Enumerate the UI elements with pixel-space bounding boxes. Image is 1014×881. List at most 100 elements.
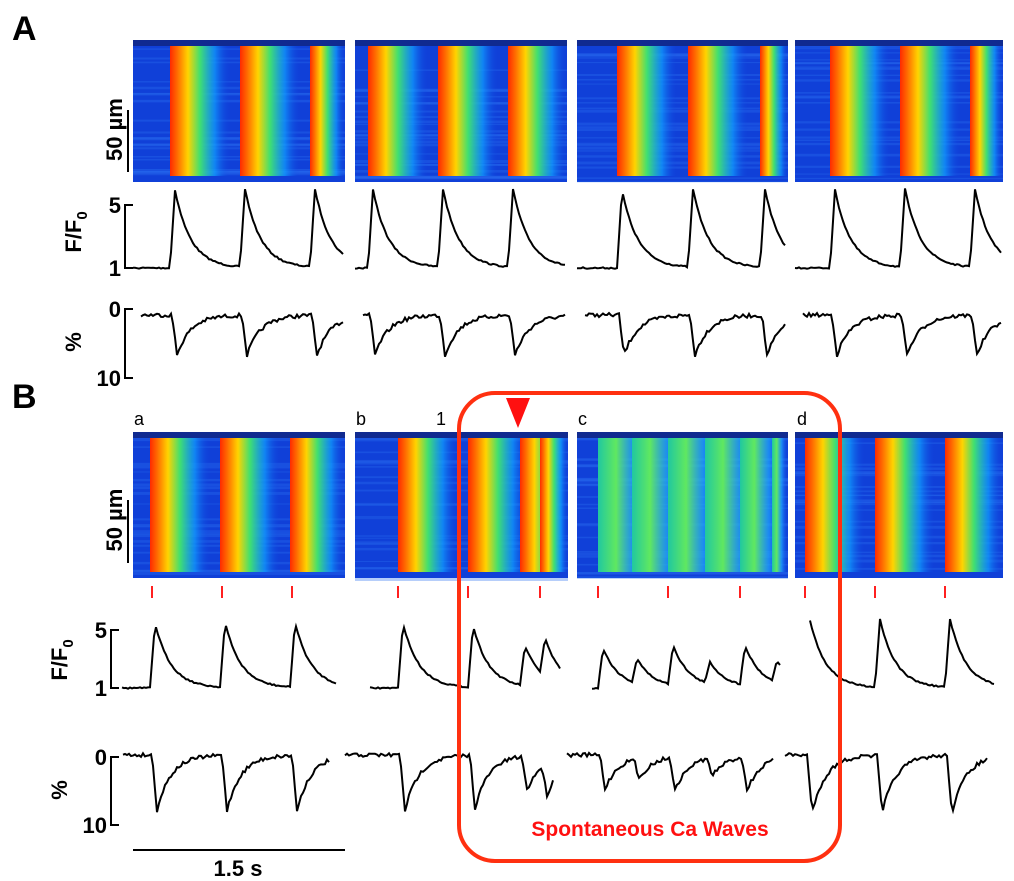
noise xyxy=(355,476,568,479)
axis-tick-label: 0 xyxy=(109,297,121,322)
axis-label: % xyxy=(61,332,86,352)
trace xyxy=(794,188,1002,270)
noise xyxy=(133,99,345,102)
linescan-image xyxy=(133,40,345,182)
noise xyxy=(577,102,788,104)
noise xyxy=(795,47,1003,50)
noise xyxy=(133,48,345,50)
segment-label: a xyxy=(134,409,145,429)
ca-wave xyxy=(688,46,748,176)
trace xyxy=(809,618,995,689)
noise xyxy=(795,68,1003,70)
axis-label: % xyxy=(47,780,72,800)
noise xyxy=(577,126,788,129)
noise xyxy=(133,139,345,141)
axis-label: F/F0 xyxy=(47,639,77,680)
noise xyxy=(355,459,568,462)
ca-wave xyxy=(240,46,300,176)
noise xyxy=(355,541,568,544)
noise xyxy=(577,52,788,56)
noise xyxy=(133,81,345,83)
axis-tick-label: 0 xyxy=(95,745,107,770)
axis-label-sub: 0 xyxy=(60,639,77,647)
noise xyxy=(355,567,568,569)
noise xyxy=(133,137,345,140)
ca-wave xyxy=(508,46,567,176)
noise xyxy=(133,137,345,140)
noise xyxy=(577,150,788,152)
noise xyxy=(577,54,788,57)
axis-bracket xyxy=(124,308,133,379)
noise xyxy=(355,535,568,537)
ca-wave xyxy=(805,438,865,572)
noise xyxy=(133,171,345,174)
image-edge xyxy=(133,432,345,438)
noise xyxy=(795,52,1003,54)
noise xyxy=(355,502,568,506)
ca-wave xyxy=(540,438,568,572)
ca-wave xyxy=(170,46,230,176)
noise xyxy=(133,61,345,64)
noise xyxy=(355,466,568,468)
noise xyxy=(355,543,568,546)
image-edge xyxy=(795,40,1003,46)
axis-bracket xyxy=(110,629,119,689)
noise xyxy=(577,177,788,179)
noise xyxy=(795,101,1003,104)
noise xyxy=(133,155,345,158)
noise xyxy=(577,57,788,59)
noise xyxy=(577,142,788,145)
noise xyxy=(133,143,345,147)
noise xyxy=(355,438,568,442)
arrowhead xyxy=(506,398,530,428)
noise xyxy=(355,504,568,506)
noise xyxy=(133,93,345,96)
noise xyxy=(133,131,345,134)
noise xyxy=(577,61,788,64)
ca-wave xyxy=(617,46,677,176)
axis-label-text: F/F xyxy=(61,220,86,253)
noise xyxy=(795,128,1003,131)
noise xyxy=(355,176,567,180)
ca-wave xyxy=(310,46,345,176)
noise xyxy=(795,153,1003,157)
axis-tick-label: 5 xyxy=(95,618,107,643)
noise xyxy=(355,460,568,463)
noise xyxy=(133,147,345,150)
trace xyxy=(566,751,774,794)
noise xyxy=(795,139,1003,142)
noise xyxy=(577,97,788,100)
image-edge xyxy=(577,40,788,46)
image-edge xyxy=(355,40,567,46)
noise xyxy=(133,158,345,161)
segment-label: c xyxy=(578,409,587,429)
noise xyxy=(355,175,567,179)
noise xyxy=(795,79,1003,82)
image-edge xyxy=(577,432,788,438)
ca-wave xyxy=(368,46,428,176)
noise xyxy=(795,62,1003,65)
axis-label-text: F/F xyxy=(47,648,72,681)
trace xyxy=(369,623,561,690)
noise xyxy=(795,97,1003,99)
noise xyxy=(355,518,568,520)
ca-wave xyxy=(760,46,788,176)
axis-label-sub: 0 xyxy=(74,211,91,219)
noise xyxy=(355,567,568,570)
noise xyxy=(355,481,568,485)
axis-tick-label: 1 xyxy=(109,256,121,281)
ca-wave xyxy=(398,438,458,572)
ca-wave xyxy=(220,438,280,572)
noise xyxy=(577,109,788,113)
trace xyxy=(802,311,1002,358)
noise xyxy=(795,61,1003,64)
trace xyxy=(122,751,330,813)
axis-tick-label: 5 xyxy=(109,193,121,218)
noise xyxy=(355,175,567,179)
ca-wave xyxy=(772,438,788,572)
noise xyxy=(133,572,345,575)
noise xyxy=(133,86,345,90)
noise xyxy=(577,576,788,579)
noise xyxy=(577,166,788,169)
